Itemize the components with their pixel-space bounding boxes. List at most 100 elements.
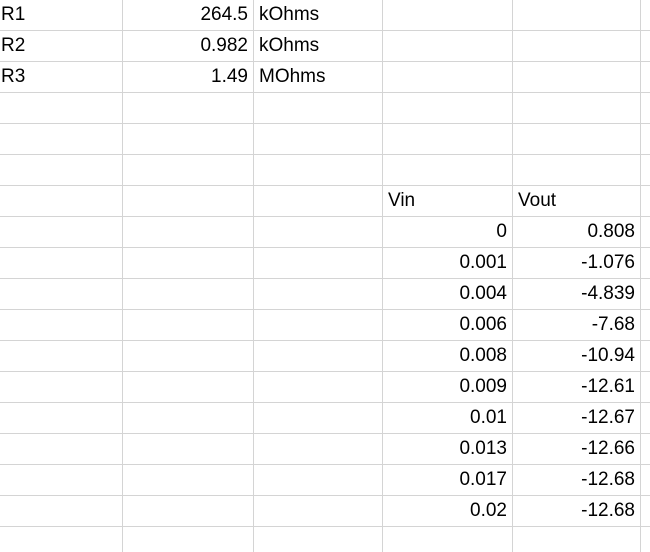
empty-cell[interactable] xyxy=(383,31,513,61)
empty-cell[interactable] xyxy=(0,403,123,433)
empty-cell[interactable] xyxy=(641,465,650,495)
empty-cell[interactable] xyxy=(513,155,641,185)
param-unit-cell[interactable]: kOhms xyxy=(254,0,383,30)
empty-cell[interactable] xyxy=(0,248,123,278)
param-value-cell[interactable]: 1.49 xyxy=(123,62,254,92)
vin-cell[interactable]: 0.013 xyxy=(383,434,513,464)
empty-cell[interactable] xyxy=(383,0,513,30)
empty-cell[interactable] xyxy=(641,186,650,216)
empty-cell[interactable] xyxy=(513,31,641,61)
empty-cell[interactable] xyxy=(641,279,650,309)
empty-cell[interactable] xyxy=(254,248,383,278)
empty-cell[interactable] xyxy=(641,341,650,371)
empty-cell[interactable] xyxy=(0,341,123,371)
vin-cell[interactable]: 0.006 xyxy=(383,310,513,340)
empty-cell[interactable] xyxy=(123,403,254,433)
empty-cell[interactable] xyxy=(641,403,650,433)
empty-cell[interactable] xyxy=(641,434,650,464)
empty-cell[interactable] xyxy=(0,465,123,495)
empty-cell[interactable] xyxy=(0,124,123,154)
empty-cell[interactable] xyxy=(383,62,513,92)
empty-cell[interactable] xyxy=(123,527,254,552)
vout-cell[interactable]: 0.808 xyxy=(513,217,641,247)
empty-cell[interactable] xyxy=(513,124,641,154)
empty-cell[interactable] xyxy=(123,248,254,278)
empty-cell[interactable] xyxy=(641,0,650,30)
empty-cell[interactable] xyxy=(254,217,383,247)
vout-cell[interactable]: -10.94 xyxy=(513,341,641,371)
empty-cell[interactable] xyxy=(254,93,383,123)
vout-cell[interactable]: -4.839 xyxy=(513,279,641,309)
vout-cell[interactable]: -12.68 xyxy=(513,465,641,495)
empty-cell[interactable] xyxy=(383,93,513,123)
empty-cell[interactable] xyxy=(0,217,123,247)
empty-cell[interactable] xyxy=(254,124,383,154)
empty-cell[interactable] xyxy=(641,372,650,402)
empty-cell[interactable] xyxy=(0,527,123,552)
empty-cell[interactable] xyxy=(0,496,123,526)
empty-cell[interactable] xyxy=(123,372,254,402)
empty-cell[interactable] xyxy=(513,0,641,30)
empty-cell[interactable] xyxy=(0,279,123,309)
param-value-cell[interactable]: 264.5 xyxy=(123,0,254,30)
vout-header-cell[interactable]: Vout xyxy=(513,186,641,216)
empty-cell[interactable] xyxy=(254,310,383,340)
empty-cell[interactable] xyxy=(123,465,254,495)
empty-cell[interactable] xyxy=(0,155,123,185)
empty-cell[interactable] xyxy=(0,93,123,123)
empty-cell[interactable] xyxy=(123,186,254,216)
empty-cell[interactable] xyxy=(123,217,254,247)
vin-cell[interactable]: 0.008 xyxy=(383,341,513,371)
empty-cell[interactable] xyxy=(641,155,650,185)
vout-cell[interactable]: -12.68 xyxy=(513,496,641,526)
empty-cell[interactable] xyxy=(641,124,650,154)
empty-cell[interactable] xyxy=(513,62,641,92)
vout-cell[interactable]: -12.61 xyxy=(513,372,641,402)
vin-cell[interactable]: 0.001 xyxy=(383,248,513,278)
param-name-cell[interactable]: R1 xyxy=(0,0,123,30)
empty-cell[interactable] xyxy=(0,372,123,402)
param-name-cell[interactable]: R2 xyxy=(0,31,123,61)
param-unit-cell[interactable]: MOhms xyxy=(254,62,383,92)
empty-cell[interactable] xyxy=(641,496,650,526)
empty-cell[interactable] xyxy=(123,124,254,154)
empty-cell[interactable] xyxy=(0,186,123,216)
vout-cell[interactable]: -1.076 xyxy=(513,248,641,278)
param-unit-cell[interactable]: kOhms xyxy=(254,31,383,61)
param-value-cell[interactable]: 0.982 xyxy=(123,31,254,61)
vin-cell[interactable]: 0.02 xyxy=(383,496,513,526)
empty-cell[interactable] xyxy=(254,434,383,464)
empty-cell[interactable] xyxy=(123,341,254,371)
empty-cell[interactable] xyxy=(641,62,650,92)
empty-cell[interactable] xyxy=(383,527,513,552)
vout-cell[interactable]: -12.67 xyxy=(513,403,641,433)
empty-cell[interactable] xyxy=(641,310,650,340)
empty-cell[interactable] xyxy=(254,341,383,371)
empty-cell[interactable] xyxy=(641,31,650,61)
empty-cell[interactable] xyxy=(641,93,650,123)
empty-cell[interactable] xyxy=(254,403,383,433)
vin-cell[interactable]: 0 xyxy=(383,217,513,247)
empty-cell[interactable] xyxy=(513,527,641,552)
param-name-cell[interactable]: R3 xyxy=(0,62,123,92)
empty-cell[interactable] xyxy=(254,279,383,309)
empty-cell[interactable] xyxy=(254,186,383,216)
vout-cell[interactable]: -7.68 xyxy=(513,310,641,340)
empty-cell[interactable] xyxy=(0,310,123,340)
vin-cell[interactable]: 0.017 xyxy=(383,465,513,495)
empty-cell[interactable] xyxy=(641,217,650,247)
vin-cell[interactable]: 0.01 xyxy=(383,403,513,433)
empty-cell[interactable] xyxy=(254,155,383,185)
empty-cell[interactable] xyxy=(383,155,513,185)
empty-cell[interactable] xyxy=(123,496,254,526)
vin-header-cell[interactable]: Vin xyxy=(383,186,513,216)
empty-cell[interactable] xyxy=(123,310,254,340)
empty-cell[interactable] xyxy=(641,248,650,278)
empty-cell[interactable] xyxy=(254,527,383,552)
empty-cell[interactable] xyxy=(254,465,383,495)
empty-cell[interactable] xyxy=(0,434,123,464)
empty-cell[interactable] xyxy=(123,279,254,309)
empty-cell[interactable] xyxy=(123,434,254,464)
empty-cell[interactable] xyxy=(641,527,650,552)
empty-cell[interactable] xyxy=(254,496,383,526)
